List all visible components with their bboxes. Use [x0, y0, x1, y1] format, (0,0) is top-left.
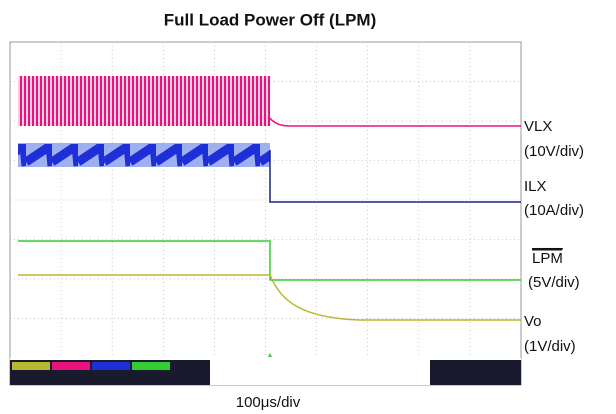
trace-scale: (10A/div): [524, 202, 584, 219]
trace-scale: (5V/div): [528, 274, 580, 291]
title: Full Load Power Off (LPM): [164, 10, 376, 29]
trace-scale: (1V/div): [524, 338, 576, 355]
trace-name: VLX: [524, 118, 552, 135]
ilx-trace: [269, 150, 521, 203]
ilx-trace: [18, 143, 270, 167]
timebase: 100μs/div: [236, 394, 301, 411]
vlx-trace: [269, 117, 521, 127]
trace-scale: (10V/div): [524, 143, 584, 160]
vlx-trace: [18, 76, 270, 126]
trace-name: LPM: [532, 250, 563, 267]
lpm-trace: [18, 240, 521, 281]
trace-name: ILX: [524, 178, 547, 195]
vo-trace: [18, 274, 521, 321]
trace-name: Vo: [524, 313, 542, 330]
scope-screen: [9, 41, 522, 386]
